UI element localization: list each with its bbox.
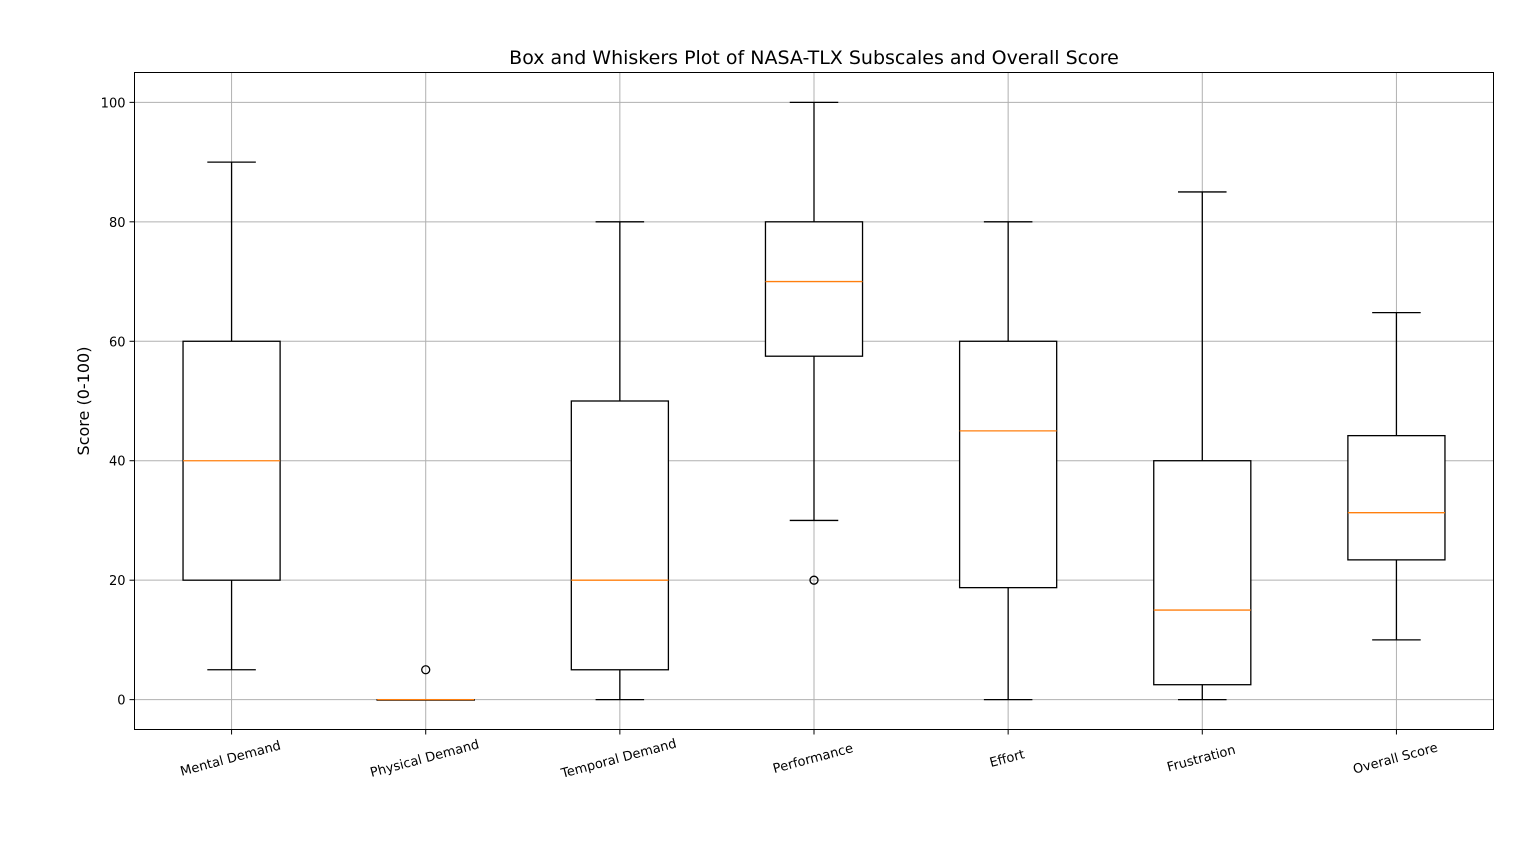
box-body: [1347, 434, 1446, 561]
y-tick-label: 40: [109, 455, 126, 470]
box-body: [764, 221, 864, 357]
box-overall-score: [1347, 311, 1446, 641]
box-effort: [958, 221, 1058, 701]
box-frustration: [1153, 191, 1252, 701]
box-body: [1153, 460, 1252, 686]
x-tick-label: Mental Demand: [179, 738, 283, 779]
x-tick-label: Performance: [771, 741, 854, 777]
y-axis-label: Score (0-100): [74, 347, 93, 456]
x-tick-label: Frustration: [1166, 743, 1238, 776]
plot-frame: [134, 72, 1494, 730]
box-body: [958, 340, 1058, 589]
box-mental-demand: [182, 161, 281, 671]
x-tick-label: Overall Score: [1352, 741, 1440, 778]
y-tick-label: 80: [109, 216, 126, 231]
chart-title: Box and Whiskers Plot of NASA-TLX Subsca…: [509, 47, 1119, 69]
box-temporal-demand: [570, 221, 670, 701]
x-tick-label: Physical Demand: [369, 737, 481, 781]
y-tick-label: 60: [109, 335, 126, 350]
outlier-point: [421, 665, 431, 675]
y-tick-label: 0: [117, 694, 125, 709]
box-performance: [764, 101, 864, 585]
y-tick-label: 100: [101, 96, 126, 111]
outlier-point: [809, 575, 819, 585]
box-physical-demand: [376, 665, 475, 701]
x-tick-label: Temporal Demand: [559, 737, 679, 782]
box-body: [570, 400, 670, 671]
y-tick-label: 20: [109, 574, 126, 589]
boxes-group: [182, 101, 1446, 701]
x-tick-label: Effort: [988, 747, 1026, 771]
